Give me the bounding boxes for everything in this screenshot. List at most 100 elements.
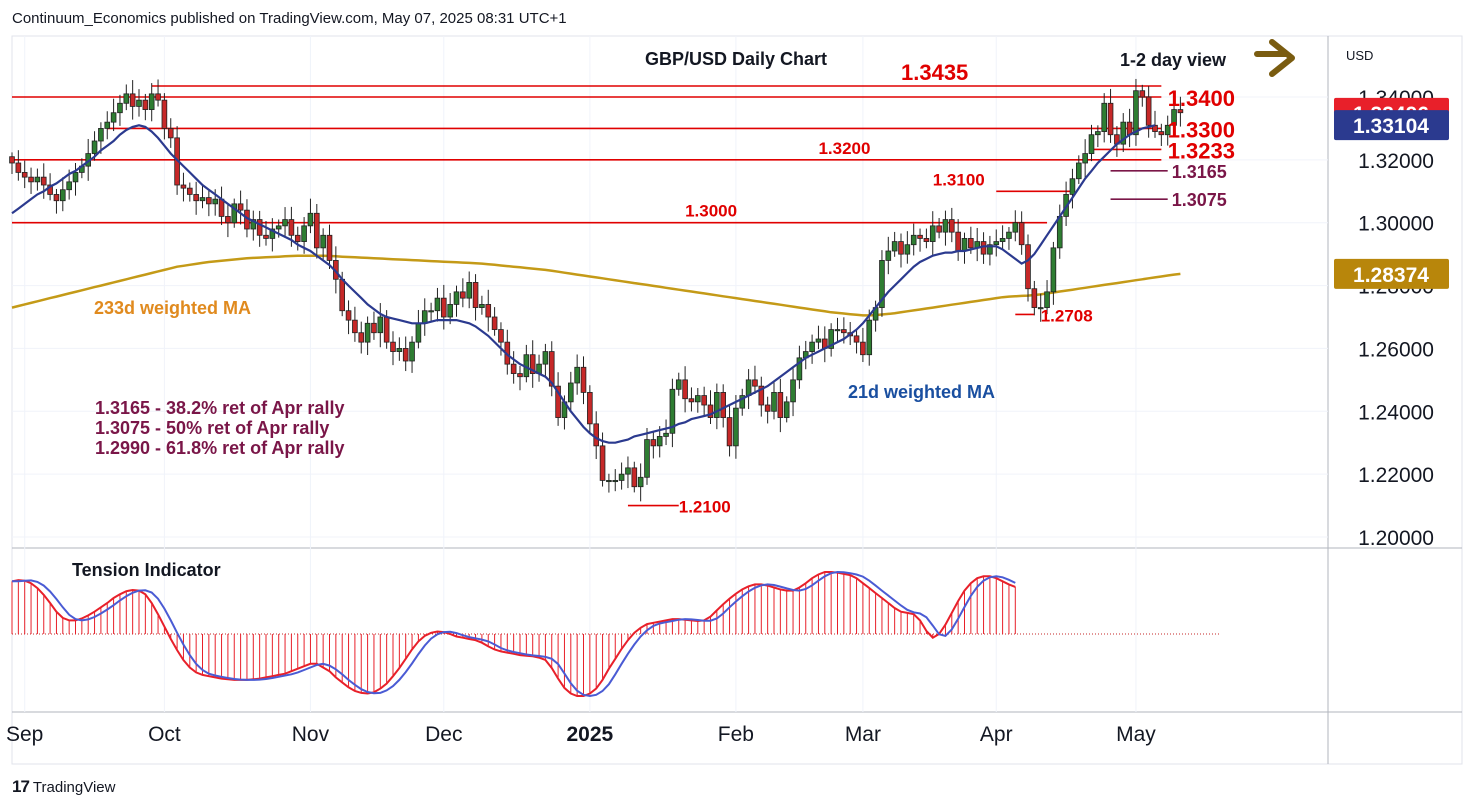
y-tick-label: 1.24000 <box>1358 401 1434 424</box>
chart-title: GBP/USD Daily Chart <box>645 49 827 69</box>
candle-body <box>593 423 599 447</box>
candle-body <box>790 379 796 403</box>
candle-body <box>466 282 472 299</box>
y-tick-label: 1.32000 <box>1358 150 1434 173</box>
candle-body <box>110 112 117 123</box>
candle-body <box>580 366 587 393</box>
y-tick-label: 1.26000 <box>1358 338 1434 361</box>
candle-body <box>21 172 28 178</box>
candle-body <box>853 335 860 343</box>
candle-body <box>409 341 415 362</box>
candle-body <box>15 162 22 173</box>
candle-body <box>129 93 136 107</box>
candle-body <box>1050 247 1057 293</box>
candle-body <box>460 291 466 299</box>
candle-body <box>714 392 720 418</box>
candle-body <box>1037 307 1044 310</box>
x-tick-label: 2025 <box>566 723 613 746</box>
candle-body <box>34 176 41 183</box>
chart-frame <box>11 35 1463 765</box>
candle-body <box>339 278 345 312</box>
candle-body <box>320 234 326 249</box>
candle-body <box>923 238 930 242</box>
candle-body <box>815 338 822 343</box>
candle-body <box>225 216 231 224</box>
candle-body <box>371 322 377 334</box>
candle-body <box>1006 231 1012 239</box>
candle-body <box>1082 153 1088 164</box>
candle-body <box>1107 102 1114 136</box>
candle-body <box>117 102 123 114</box>
x-tick-label: Dec <box>425 723 462 746</box>
candle-body <box>326 234 333 261</box>
candle-body <box>294 234 301 242</box>
candle-body <box>1044 291 1050 308</box>
candle-body <box>669 388 676 434</box>
candle-body <box>752 379 758 387</box>
level-label: 1.3233 <box>1168 138 1235 163</box>
candle-body <box>885 250 892 261</box>
tension-signal-line <box>12 570 1016 698</box>
candle-body <box>612 480 619 483</box>
candle-body <box>377 316 384 334</box>
retracement-note: 1.3165 - 38.2% ret of Apr rally <box>95 398 344 418</box>
candle-body <box>904 244 911 255</box>
tradingview-brand: TradingView <box>32 778 116 796</box>
candle-body <box>999 238 1006 242</box>
retracement-label: 1.3075 <box>1172 190 1227 210</box>
candle-body <box>1139 90 1146 98</box>
y-tick-label: 1.22000 <box>1358 464 1434 487</box>
candle-body <box>1101 102 1108 132</box>
candle-body <box>764 404 771 412</box>
candle-body <box>898 241 904 255</box>
candle-body <box>574 366 580 384</box>
x-tick-label: Nov <box>292 723 330 746</box>
level-label: 1.2100 <box>679 498 731 517</box>
x-tick-label: May <box>1116 723 1156 746</box>
candle-body <box>28 176 34 183</box>
candle-body <box>1145 96 1152 126</box>
candle-body <box>1031 288 1038 308</box>
candle-body <box>644 439 650 478</box>
candle-body <box>358 332 365 343</box>
candle-body <box>955 231 961 252</box>
candle-body <box>345 310 352 321</box>
candle-body <box>1076 162 1082 180</box>
candle-body <box>542 351 549 365</box>
candle-body <box>587 392 593 425</box>
candle-body <box>53 194 60 202</box>
candle-body <box>860 341 866 356</box>
candle-body <box>548 351 555 387</box>
candle-body <box>491 316 498 330</box>
candle-body <box>688 398 695 403</box>
price-badge <box>1334 258 1449 289</box>
candle-body <box>237 203 244 211</box>
candle-body <box>9 156 15 164</box>
candle-body <box>618 473 625 481</box>
candle-body <box>777 392 784 418</box>
ma21-line <box>11 124 1156 444</box>
candle-body <box>841 329 847 334</box>
candle-body <box>148 93 155 110</box>
candle-body <box>256 219 263 236</box>
candle-body <box>123 93 130 104</box>
candle-body <box>402 348 409 362</box>
candle-body <box>383 316 390 343</box>
candle-body <box>1056 216 1063 249</box>
candle-body <box>98 128 104 142</box>
candle-body <box>104 121 111 129</box>
candle-body <box>364 322 371 343</box>
tradingview-watermark[interactable]: 17 TradingView <box>12 777 115 797</box>
candle-body <box>682 379 688 400</box>
candle-body <box>1177 109 1184 114</box>
candle-body <box>313 212 320 249</box>
candle-body <box>568 382 574 403</box>
candle-body <box>390 341 396 352</box>
candle-body <box>1164 124 1171 136</box>
level-label: 1.3100 <box>933 170 985 189</box>
candle-body <box>415 322 422 343</box>
level-label: 1.3400 <box>1168 86 1235 111</box>
candle-body <box>701 395 707 406</box>
level-label: 1.3435 <box>901 60 968 85</box>
candle-body <box>428 310 434 313</box>
